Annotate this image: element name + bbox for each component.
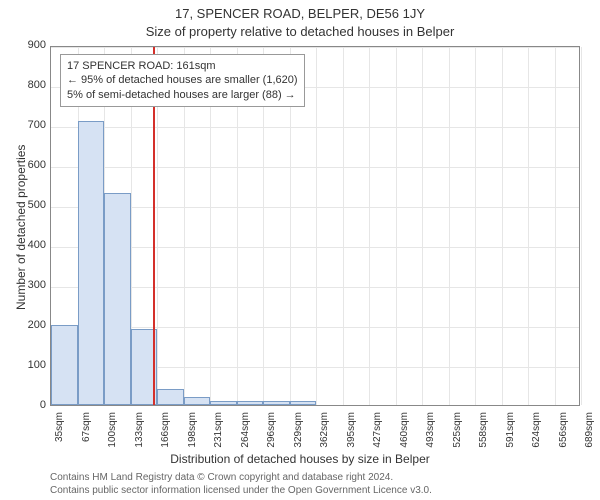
histogram-bar — [104, 193, 131, 405]
grid-line-v — [581, 47, 582, 405]
x-tick-label: 198sqm — [187, 412, 198, 456]
title-line-2: Size of property relative to detached ho… — [0, 24, 600, 39]
y-tick-label: 600 — [18, 159, 46, 171]
grid-line-v — [343, 47, 344, 405]
histogram-bar — [184, 397, 211, 405]
chart-container: 17, SPENCER ROAD, BELPER, DE56 1JY Size … — [0, 0, 600, 500]
grid-line-v — [369, 47, 370, 405]
y-tick-label: 700 — [18, 119, 46, 131]
histogram-bar — [78, 121, 105, 405]
x-tick-label: 296sqm — [266, 412, 277, 456]
x-tick-label: 558sqm — [478, 412, 489, 456]
x-tick-label: 525sqm — [452, 412, 463, 456]
grid-line-v — [422, 47, 423, 405]
x-tick-label: 231sqm — [213, 412, 224, 456]
grid-line-v — [555, 47, 556, 405]
annotation-line-1: 17 SPENCER ROAD: 161sqm — [67, 59, 298, 73]
x-tick-label: 591sqm — [505, 412, 516, 456]
grid-line-v — [475, 47, 476, 405]
histogram-bar — [237, 401, 264, 405]
histogram-bar — [210, 401, 237, 405]
grid-line-v — [528, 47, 529, 405]
x-tick-label: 362sqm — [319, 412, 330, 456]
x-tick-label: 264sqm — [240, 412, 251, 456]
credit-line-1: Contains HM Land Registry data © Crown c… — [50, 472, 393, 483]
credit-line-2: Contains public sector information licen… — [50, 485, 432, 496]
y-tick-label: 100 — [18, 359, 46, 371]
x-tick-label: 493sqm — [425, 412, 436, 456]
x-tick-label: 460sqm — [399, 412, 410, 456]
x-tick-label: 395sqm — [346, 412, 357, 456]
y-tick-label: 200 — [18, 319, 46, 331]
x-tick-label: 133sqm — [134, 412, 145, 456]
title-line-1: 17, SPENCER ROAD, BELPER, DE56 1JY — [0, 6, 600, 21]
y-tick-label: 0 — [18, 399, 46, 411]
histogram-bar — [157, 389, 184, 405]
annotation-box: 17 SPENCER ROAD: 161sqm ← 95% of detache… — [60, 54, 305, 107]
histogram-bar — [51, 325, 78, 405]
histogram-bar — [263, 401, 290, 405]
x-tick-label: 35sqm — [54, 412, 65, 456]
annotation-line-3: 5% of semi-detached houses are larger (8… — [67, 88, 298, 102]
x-tick-label: 67sqm — [81, 412, 92, 456]
x-tick-label: 100sqm — [107, 412, 118, 456]
annotation-line-2: ← 95% of detached houses are smaller (1,… — [67, 73, 298, 87]
y-tick-label: 300 — [18, 279, 46, 291]
x-tick-label: 427sqm — [372, 412, 383, 456]
y-tick-label: 500 — [18, 199, 46, 211]
grid-line-v — [449, 47, 450, 405]
grid-line-v — [502, 47, 503, 405]
grid-line-v — [316, 47, 317, 405]
histogram-bar — [290, 401, 317, 405]
y-tick-label: 800 — [18, 79, 46, 91]
y-tick-label: 400 — [18, 239, 46, 251]
x-tick-label: 689sqm — [584, 412, 595, 456]
x-tick-label: 329sqm — [293, 412, 304, 456]
grid-line-v — [396, 47, 397, 405]
x-tick-label: 166sqm — [160, 412, 171, 456]
x-tick-label: 656sqm — [558, 412, 569, 456]
x-tick-label: 624sqm — [531, 412, 542, 456]
y-tick-label: 900 — [18, 39, 46, 51]
